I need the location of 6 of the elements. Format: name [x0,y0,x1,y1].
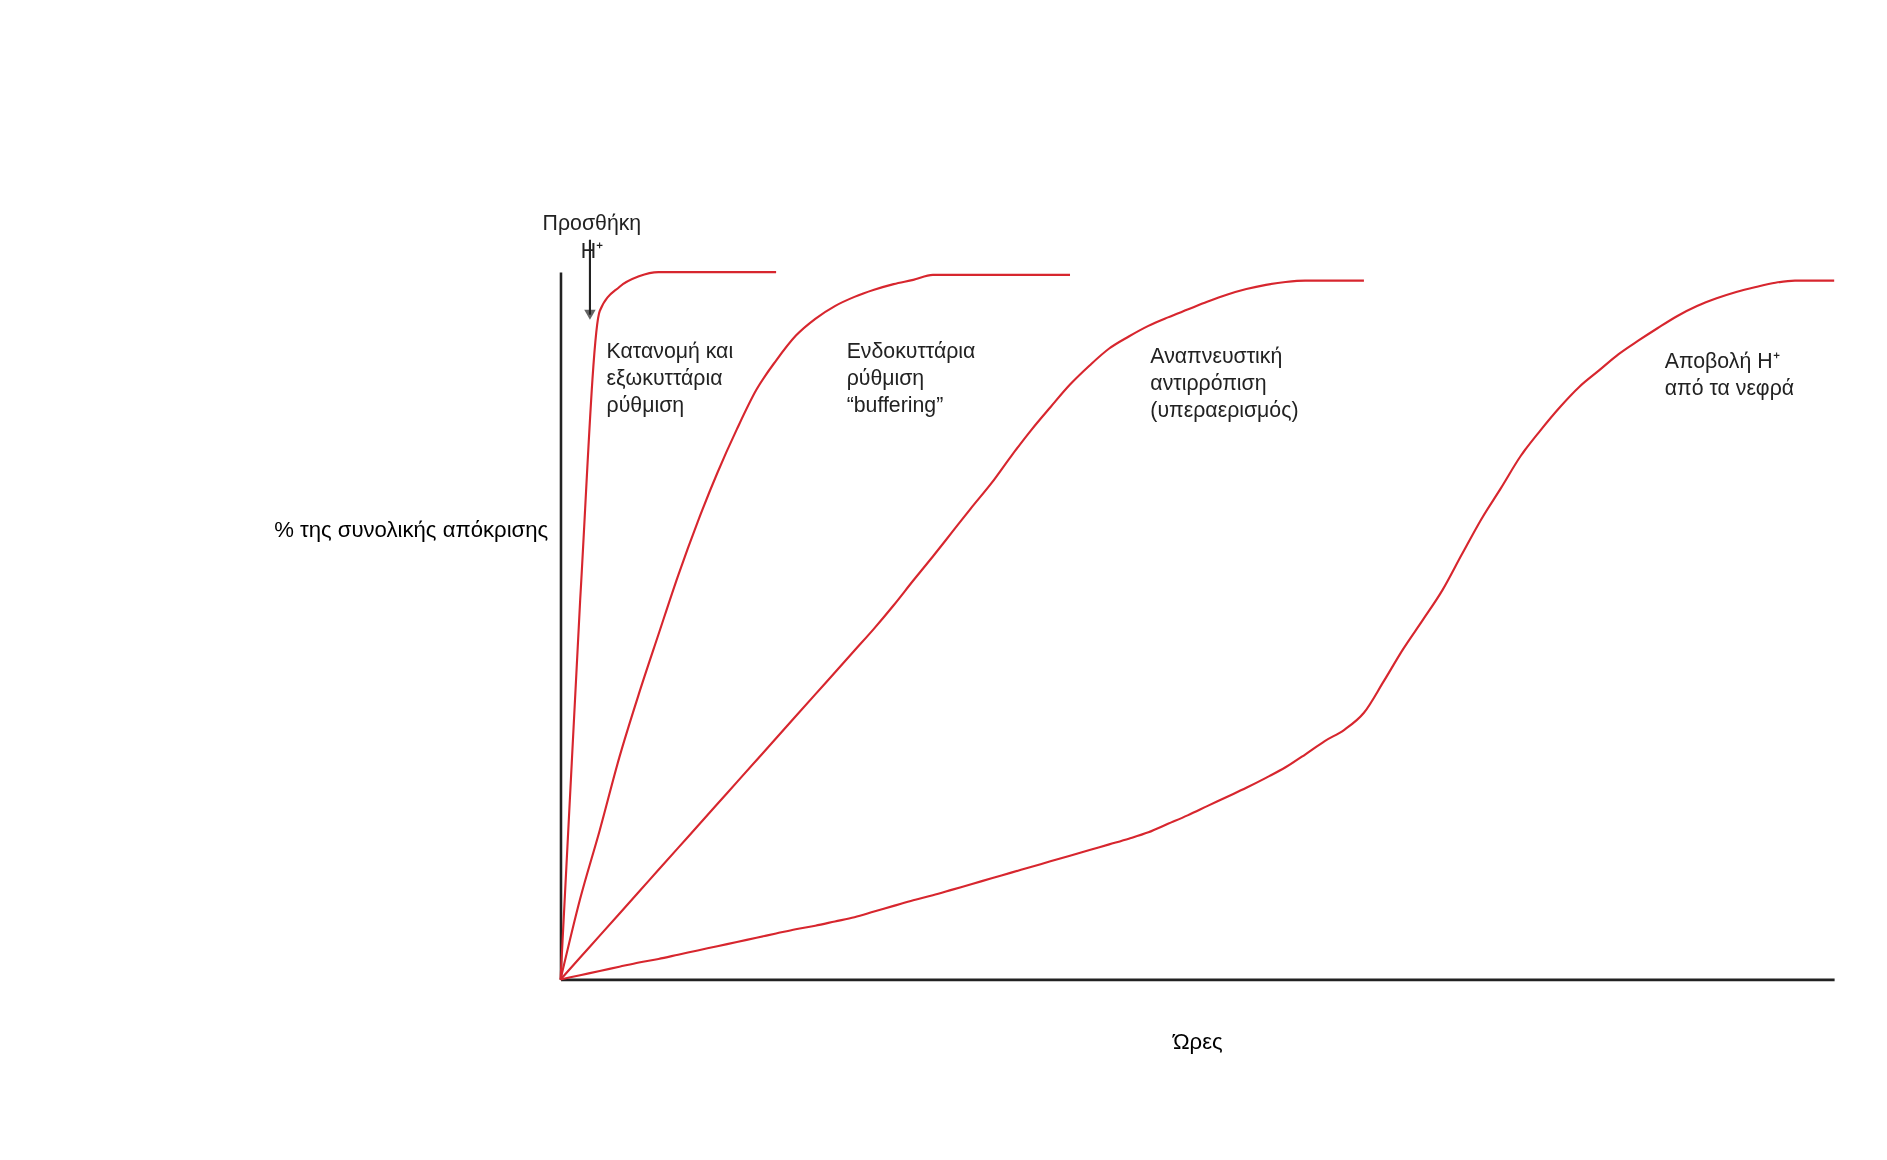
y-axis-title: % της συνολικής απόκρισης [274,517,549,543]
x-axis-title: Ώρες [1171,1028,1223,1054]
annotation: Ενδοκυττάρια ρύθμιση “buffering” [846,338,976,418]
annotation: Αποβολή H⁺ από τα νεφρά [1664,348,1795,400]
annotation: Κατανομή και εξωκυττάρια ρύθμιση [606,338,734,418]
annotation: Αναπνευστική αντιρρόπιση (υπεραερισμός) [1150,343,1299,423]
